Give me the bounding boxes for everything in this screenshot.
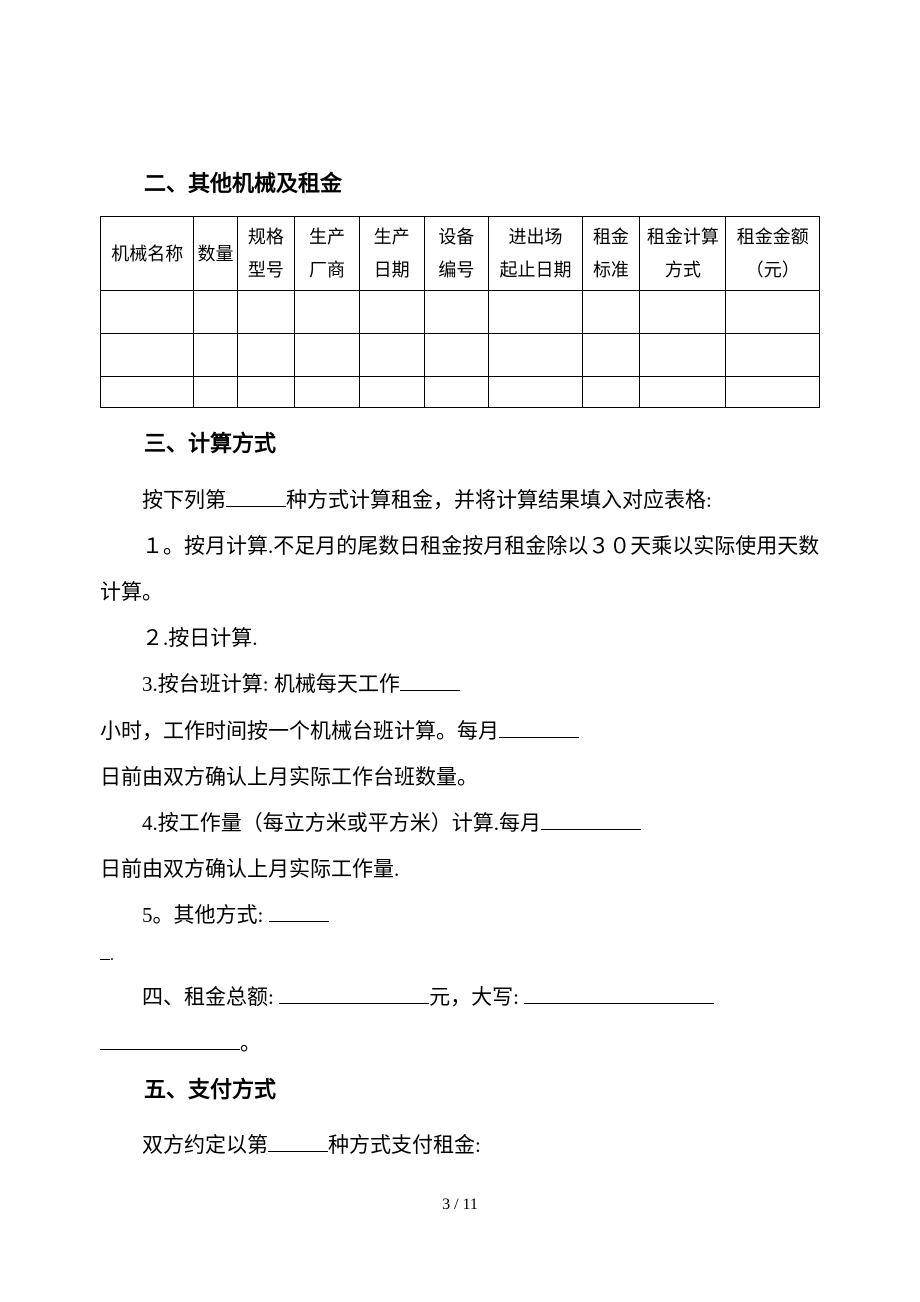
blank-hours (400, 669, 460, 691)
table-header-row: 机械名称 数量 规格 型号 生产 厂商 生产 日期 设备 编号 进出场 起止日期… (101, 217, 820, 291)
col-rent-amt: 租金金额 （元） (726, 217, 820, 291)
section-3-dot: . (100, 938, 820, 973)
col-maker: 生产 厂商 (295, 217, 360, 291)
page-footer: 3 / 11 (0, 1187, 920, 1222)
col-rent-std: 租金 标准 (582, 217, 640, 291)
blank-small (100, 943, 110, 960)
section-5-line: 双方约定以第种方式支付租金: (100, 1122, 820, 1168)
section-3-item-3a: 3.按台班计算: 机械每天工作 (100, 661, 820, 707)
section-4-line: 四、租金总额: 元，大写: (100, 974, 820, 1020)
col-name: 机械名称 (101, 217, 194, 291)
blank-day-confirm (499, 716, 579, 738)
section-3-item-3c: 日前由双方确认上月实际工作台班数量。 (100, 754, 820, 800)
table-row (101, 377, 820, 408)
section-4-line-2: 。 (100, 1020, 820, 1066)
col-date: 生产 日期 (359, 217, 424, 291)
table-row (101, 334, 820, 377)
document-page: 二、其他机械及租金 机械名称 数量 规格 型号 生产 厂商 生产 日期 设备 编… (0, 0, 920, 1302)
blank-pay-method (268, 1130, 328, 1152)
section-5-heading: 五、支付方式 (100, 1066, 820, 1114)
section-3-item-4a: 4.按工作量（每立方米或平方米）计算.每月 (100, 800, 820, 846)
section-3-item-4b: 日前由双方确认上月实际工作量. (100, 846, 820, 892)
section-3-intro: 按下列第种方式计算租金，并将计算结果填入对应表格: (100, 477, 820, 523)
col-spec: 规格 型号 (237, 217, 295, 291)
section-3-item-3b: 小时，工作时间按一个机械台班计算。每月 (100, 708, 820, 754)
section-3-item-5: 5。其他方式: (100, 892, 820, 938)
table-row (101, 291, 820, 334)
col-inout: 进出场 起止日期 (489, 217, 582, 291)
section-3-heading: 三、计算方式 (100, 420, 820, 468)
section-2-heading: 二、其他机械及租金 (100, 160, 820, 208)
machinery-table: 机械名称 数量 规格 型号 生产 厂商 生产 日期 设备 编号 进出场 起止日期… (100, 216, 820, 408)
blank-total-words-2 (100, 1028, 240, 1050)
section-3-item-2: ２.按日计算. (100, 615, 820, 661)
blank-method-number (226, 485, 286, 507)
section-3-item-1: １。按月计算.不足月的尾数日租金按月租金除以３０天乘以实际使用天数计算。 (100, 523, 820, 615)
col-serial: 设备 编号 (424, 217, 489, 291)
col-qty: 数量 (194, 217, 237, 291)
blank-other-method (269, 900, 329, 922)
blank-workload-day (541, 808, 641, 830)
blank-total-words-1 (524, 982, 714, 1004)
col-rent-calc: 租金计算 方式 (640, 217, 726, 291)
blank-total-amount (279, 982, 429, 1004)
